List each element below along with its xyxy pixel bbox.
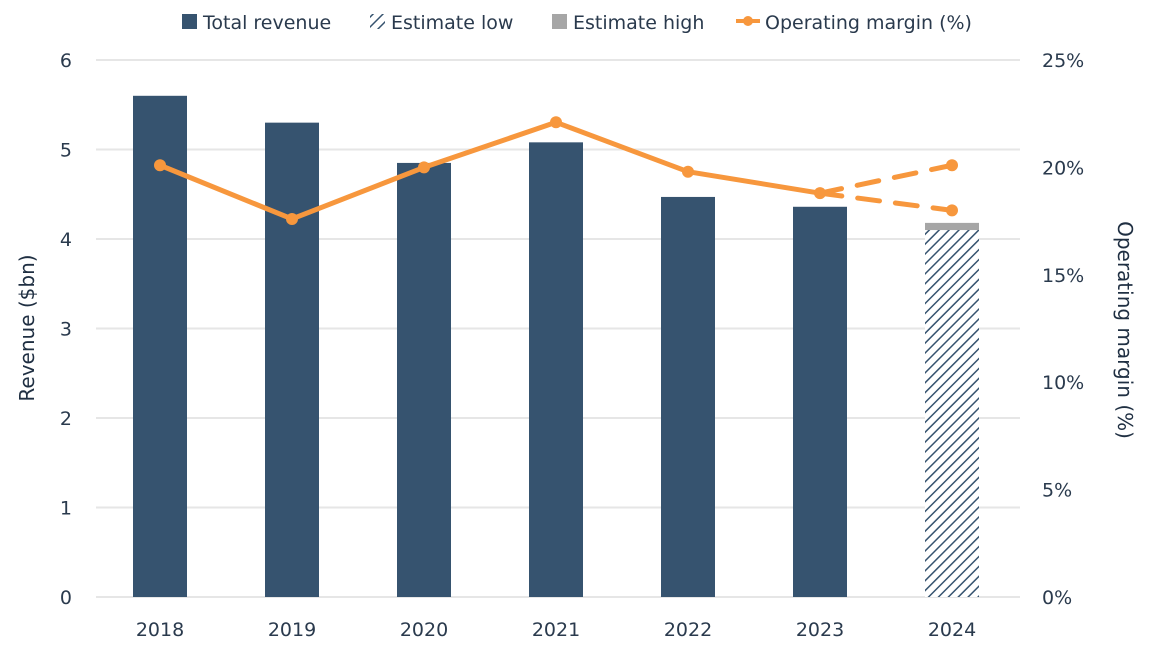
y2-tick-label: 5% (1042, 480, 1072, 502)
bar-total-revenue (529, 142, 583, 597)
bar-total-revenue (661, 196, 715, 597)
margin-line-path (159, 119, 821, 222)
right-axis-ticks: 0% 5% 10% 15% 20% 25% (1042, 50, 1084, 609)
margin-point (286, 212, 298, 225)
y-tick-label: 3 (60, 319, 72, 341)
right-axis-title: Operating margin (%) (1113, 221, 1137, 439)
x-tick-label: 2019 (268, 619, 316, 641)
y2-tick-label: 25% (1042, 50, 1084, 72)
left-axis-ticks: 0 1 2 3 4 5 6 (60, 50, 72, 609)
x-tick-label: 2024 (928, 619, 976, 641)
legend-label-estimate-high: Estimate high (573, 12, 704, 34)
y-tick-label: 6 (60, 50, 72, 72)
forecast-line-high (817, 162, 955, 196)
left-axis-title: Revenue ($bn) (15, 254, 39, 401)
legend-label-operating-margin: Operating margin (%) (765, 12, 972, 34)
y2-tick-label: 0% (1042, 587, 1072, 609)
y-tick-label: 0 (60, 587, 72, 609)
bar-total-revenue (265, 122, 319, 598)
bars (133, 95, 979, 598)
forecast-point-high (946, 159, 958, 172)
margin-line (154, 116, 958, 225)
margin-point (550, 116, 562, 129)
forecast-line-low (817, 190, 955, 213)
bar-total-revenue (397, 162, 451, 598)
y-tick-label: 4 (60, 229, 72, 251)
legend-swatch-estimate-low (370, 14, 385, 29)
bar-total-revenue (793, 206, 847, 597)
legend-swatch-total-revenue (182, 14, 197, 29)
forecast-point-low (946, 204, 958, 217)
legend-swatch-margin-marker (743, 16, 753, 26)
y-tick-label: 2 (60, 408, 72, 430)
y-tick-label: 5 (60, 140, 72, 162)
margin-point (154, 159, 166, 172)
y2-tick-label: 20% (1042, 157, 1084, 179)
margin-point (418, 161, 430, 174)
legend-label-estimate-low: Estimate low (391, 12, 513, 34)
x-tick-label: 2018 (136, 619, 184, 641)
legend-swatch-estimate-high (552, 14, 567, 29)
y2-tick-label: 10% (1042, 372, 1084, 394)
legend: Total revenue Estimate low Estimate high… (182, 12, 972, 34)
legend-label-total-revenue: Total revenue (202, 12, 331, 34)
margin-point (814, 187, 826, 200)
x-tick-label: 2020 (400, 619, 448, 641)
x-tick-label: 2023 (796, 619, 844, 641)
y2-tick-label: 15% (1042, 265, 1084, 287)
x-axis-ticks: 2018 2019 2020 2021 2022 2023 2024 (136, 619, 976, 641)
bar-estimate-low (925, 230, 979, 598)
bar-total-revenue (133, 95, 187, 598)
x-tick-label: 2021 (532, 619, 580, 641)
y-tick-label: 1 (60, 498, 72, 520)
x-tick-label: 2022 (664, 619, 712, 641)
margin-point (682, 165, 694, 178)
